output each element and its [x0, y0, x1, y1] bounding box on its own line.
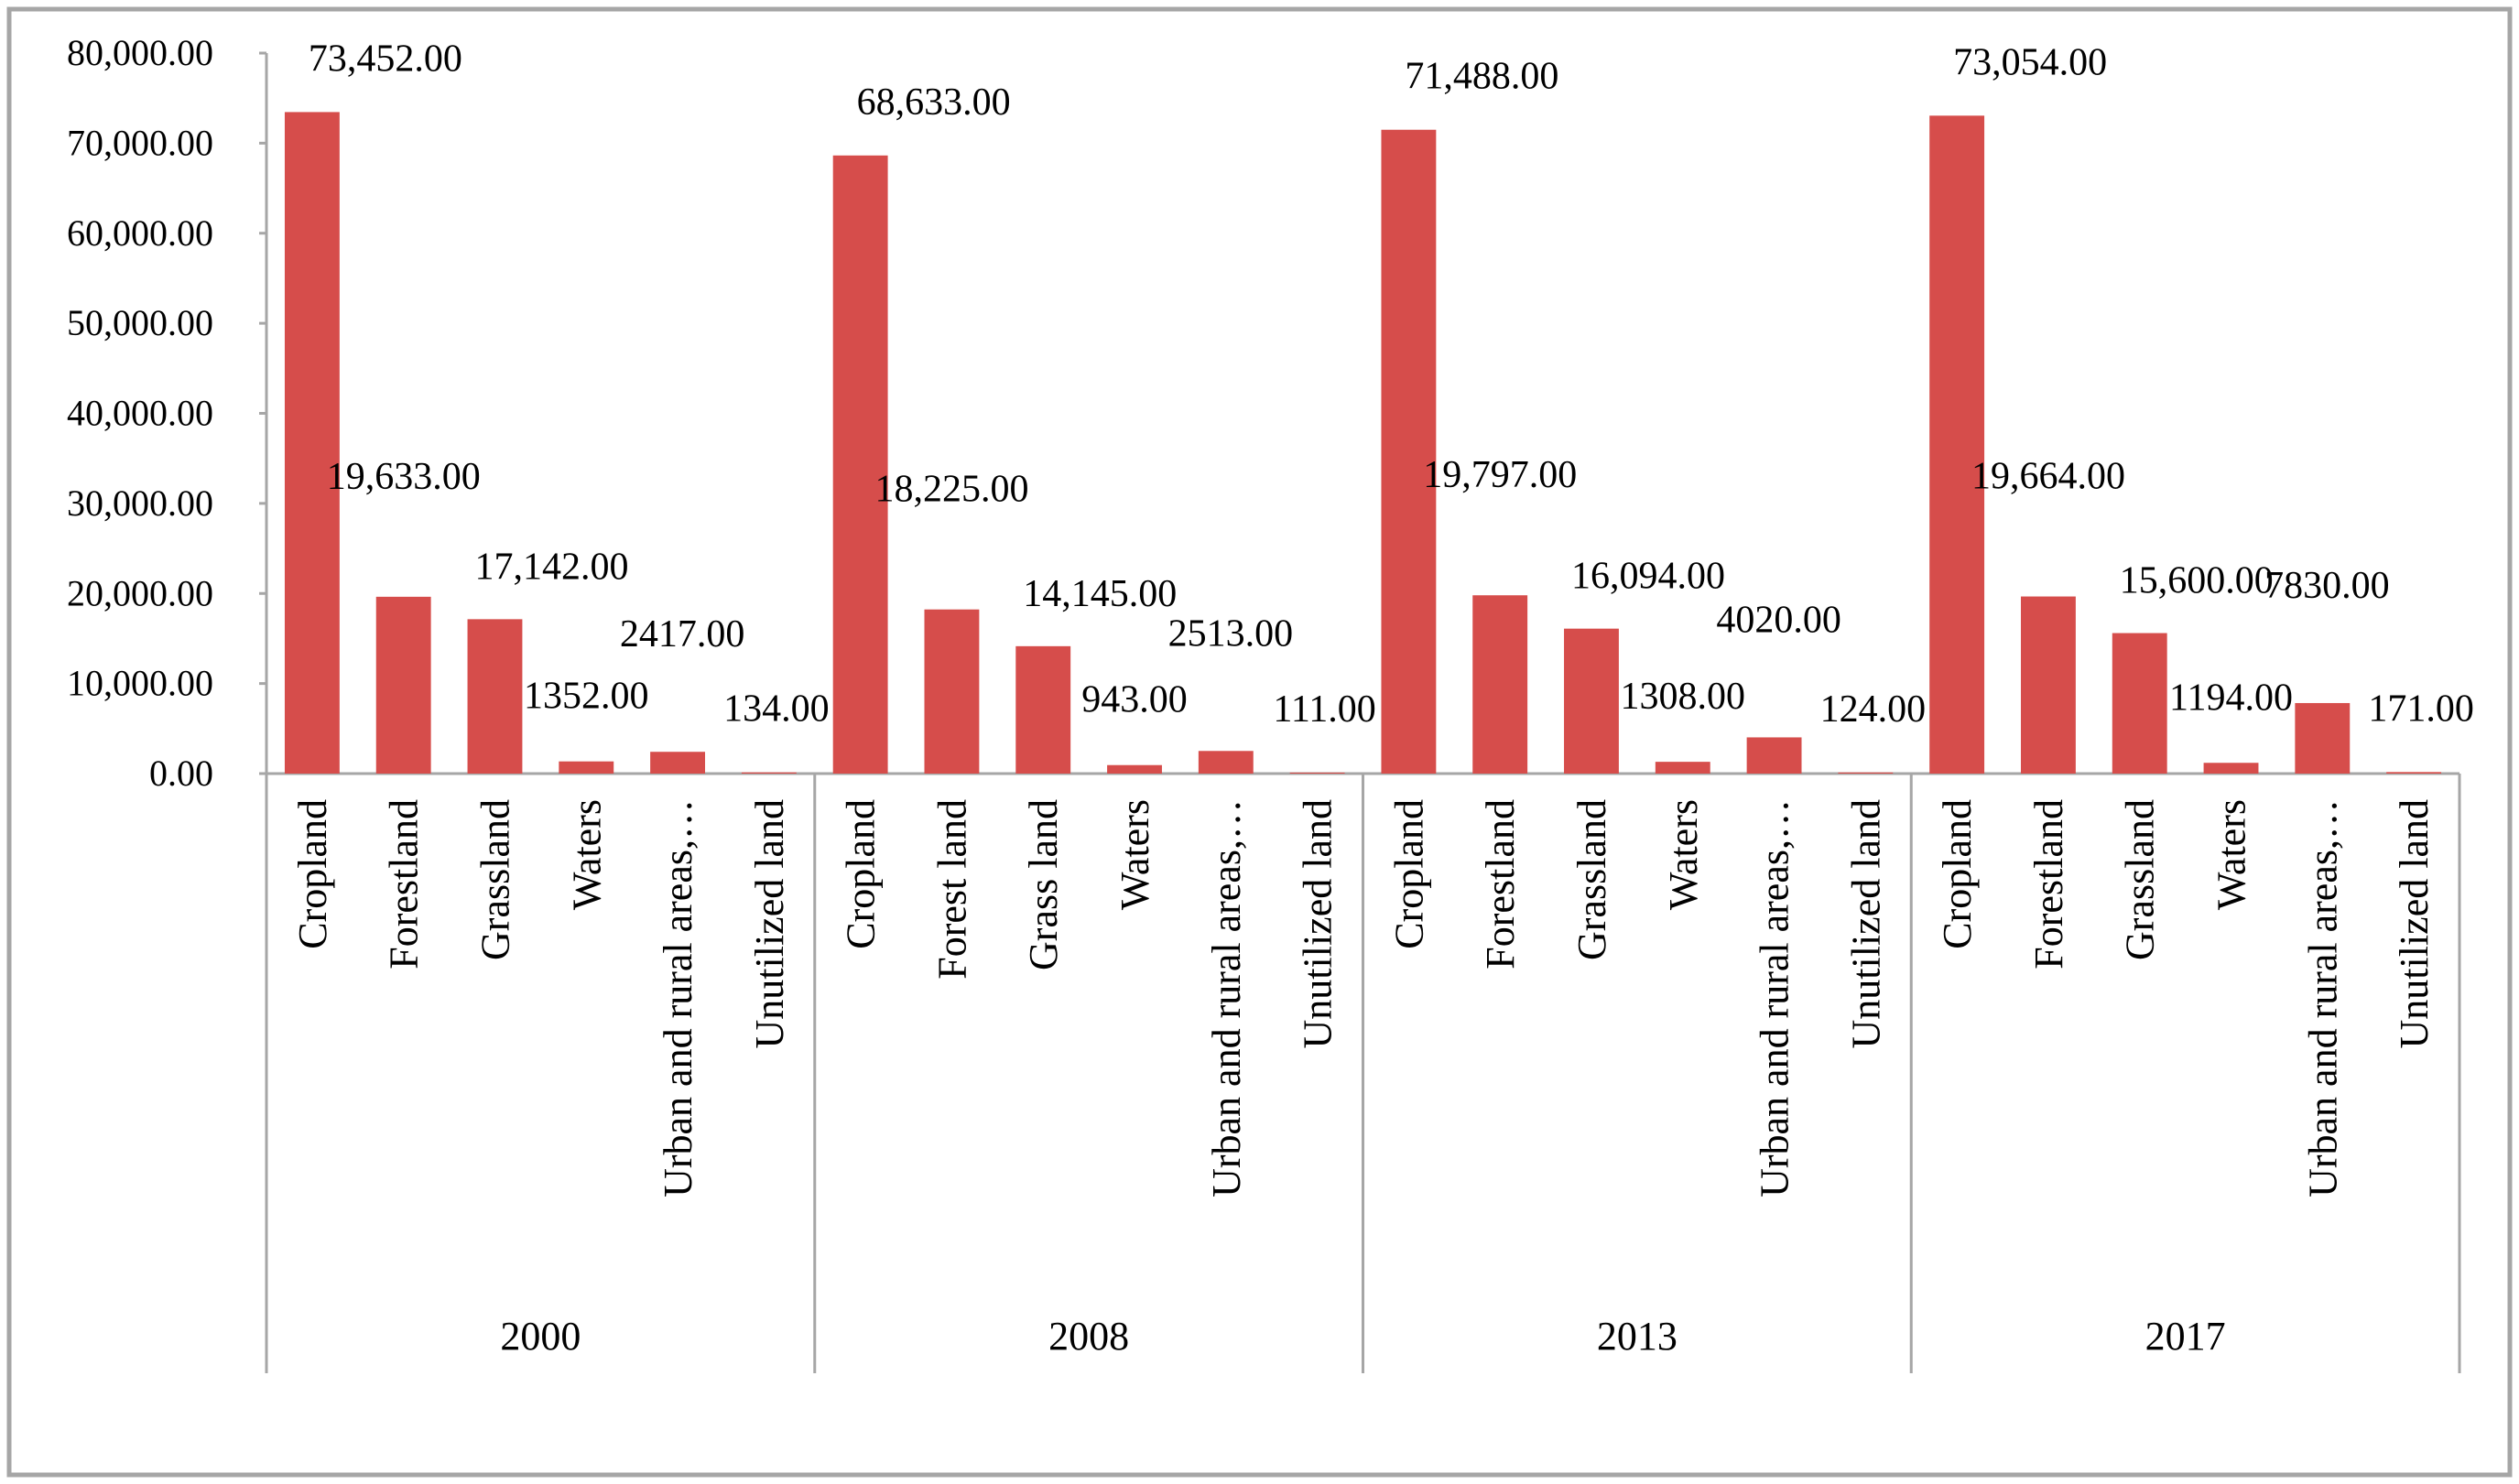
data-label: 2513.00	[1168, 612, 1294, 655]
bar	[1838, 772, 1894, 774]
data-label: 68,633.00	[857, 81, 1011, 124]
category-label: Unutilized land	[1843, 799, 1888, 1049]
data-label: 1194.00	[2169, 677, 2293, 719]
category-label: Grassland	[2118, 799, 2163, 960]
category-label: Unutilized land	[747, 799, 792, 1049]
year-group-label: 2000	[500, 1314, 581, 1359]
category-label: Waters	[1661, 799, 1706, 910]
category-label: Cropland	[1386, 799, 1431, 949]
data-label: 171.00	[2368, 688, 2474, 730]
category-label: Forestland	[2026, 799, 2071, 969]
bar-series	[284, 112, 2442, 774]
category-label: Waters	[564, 799, 609, 910]
bar	[1929, 115, 1985, 774]
category-label: Forestland	[382, 799, 427, 969]
bar	[1472, 595, 1528, 774]
x-axis: Cropland Forestland Grassland Waters Urban a…	[265, 772, 2461, 1373]
data-label: 19,633.00	[327, 456, 481, 498]
bar	[832, 155, 888, 774]
y-tick-label: 70,000.00	[67, 122, 213, 163]
data-label: 15,600.00	[2120, 560, 2274, 602]
data-label: 17,142.00	[474, 546, 628, 588]
y-tick-label: 40,000.00	[67, 393, 213, 434]
category-label: Forest land	[929, 799, 974, 980]
category-label: Urban and rural areas,…	[1753, 799, 1797, 1197]
year-group-label: 2017	[2145, 1314, 2226, 1359]
bar	[2203, 763, 2259, 774]
category-label: Waters	[1113, 799, 1157, 910]
bar	[2295, 702, 2351, 774]
bar	[467, 619, 523, 774]
bar	[284, 112, 340, 774]
y-tick-label: 50,000.00	[67, 302, 213, 343]
data-labels: 73,452.00 19,633.00 17,142.00 1352.00 2417.0…	[309, 38, 2474, 730]
bar	[1289, 772, 1345, 774]
category-label: Grassland	[472, 799, 517, 960]
y-tick-label: 20,000.00	[67, 572, 213, 613]
category-label: Cropland	[290, 799, 335, 949]
data-label: 1352.00	[524, 676, 649, 718]
category-label: Urban and rural areas,…	[1204, 799, 1249, 1197]
bar	[1655, 762, 1710, 774]
data-label: 19,797.00	[1423, 454, 1577, 496]
bar	[375, 596, 431, 774]
y-tick-label: 30,000.00	[67, 482, 213, 524]
bar	[1107, 764, 1162, 774]
category-label: Waters	[2210, 799, 2254, 910]
bar	[650, 752, 705, 774]
category-label: Cropland	[1935, 799, 1980, 949]
data-label: 124.00	[1820, 688, 1927, 731]
bar	[924, 609, 980, 774]
bar	[2021, 596, 2076, 774]
bar	[1746, 737, 1802, 774]
data-label: 7830.00	[2264, 565, 2390, 607]
data-label: 943.00	[1081, 679, 1188, 721]
data-label: 2417.00	[620, 613, 745, 655]
bar	[559, 761, 614, 774]
data-label: 134.00	[723, 688, 830, 731]
data-label: 1308.00	[1621, 676, 1746, 718]
bar	[2112, 633, 2167, 774]
bar	[2386, 772, 2442, 774]
category-label: Forestland	[1478, 799, 1523, 969]
y-tick-label: 80,000.00	[67, 32, 213, 73]
y-tick-label: 60,000.00	[67, 212, 213, 254]
bar	[1564, 628, 1619, 774]
year-group-label: 2013	[1597, 1314, 1678, 1359]
data-label: 71,488.00	[1405, 56, 1558, 98]
year-group-label: 2008	[1048, 1314, 1129, 1359]
category-label: Grass land	[1021, 799, 1066, 970]
y-axis: 0.00 10,000.00 20,000.00 30,000.00 40,000.00…	[67, 32, 268, 794]
category-label: Urban and rural areas,…	[656, 799, 700, 1197]
data-label: 19,664.00	[1971, 456, 2125, 498]
data-label: 73,452.00	[309, 38, 462, 80]
data-label: 73,054.00	[1953, 41, 2107, 83]
data-label: 18,225.00	[874, 469, 1028, 511]
category-label: Unutilized land	[1296, 799, 1341, 1049]
category-label: Urban and rural areas,…	[2300, 799, 2345, 1197]
bar	[1381, 129, 1437, 774]
bar	[1198, 751, 1254, 774]
y-tick-label: 0.00	[149, 753, 213, 794]
data-label: 4020.00	[1716, 599, 1841, 641]
bar	[741, 772, 797, 774]
category-label: Grassland	[1569, 799, 1614, 960]
category-label: Unutilized land	[2392, 799, 2437, 1049]
data-label: 14,145.00	[1023, 573, 1177, 615]
y-tick-label: 10,000.00	[67, 663, 213, 704]
category-label: Cropland	[839, 799, 884, 949]
data-label: 16,094.00	[1571, 556, 1725, 598]
data-label: 111.00	[1273, 688, 1375, 731]
bar	[1015, 645, 1071, 774]
